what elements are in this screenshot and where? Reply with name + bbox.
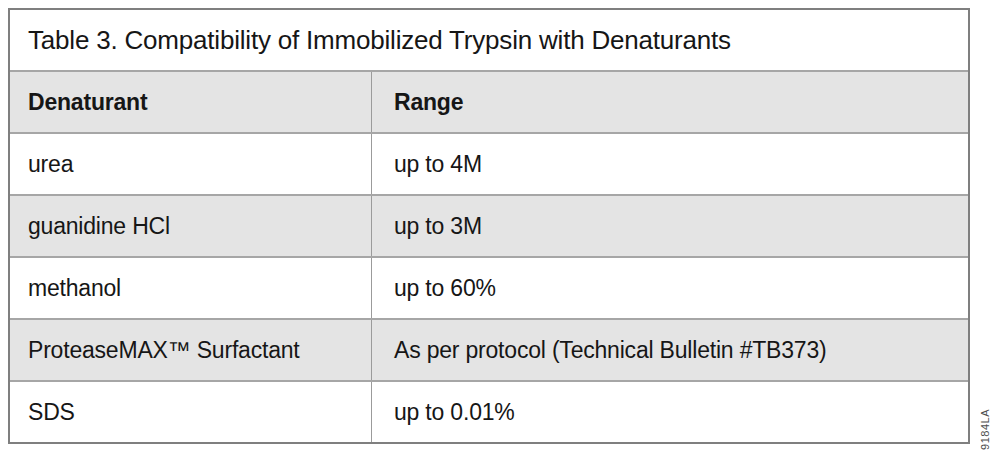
table-row-sds: SDS up to 0.01% xyxy=(10,380,968,442)
table-row-proteasemax-surfactant: ProteaseMAX™ Surfactant As per protocol … xyxy=(10,318,968,380)
column-header-denaturant: Denaturant xyxy=(10,72,372,132)
denaturant-cell: SDS xyxy=(10,382,372,442)
table-header-row: Denaturant Range xyxy=(10,70,968,132)
denaturant-cell: ProteaseMAX™ Surfactant xyxy=(10,320,372,380)
table-title: Table 3. Compatibility of Immobilized Tr… xyxy=(10,10,968,70)
denaturant-cell: methanol xyxy=(10,258,372,318)
range-cell: As per protocol (Technical Bulletin #TB3… xyxy=(372,320,968,380)
denaturant-cell: guanidine HCl xyxy=(10,196,372,256)
range-cell: up to 4M xyxy=(372,134,968,194)
range-cell: up to 0.01% xyxy=(372,382,968,442)
table-row-urea: urea up to 4M xyxy=(10,132,968,194)
denaturant-cell: urea xyxy=(10,134,372,194)
column-header-range: Range xyxy=(372,72,968,132)
range-cell: up to 3M xyxy=(372,196,968,256)
figure-number: 9184LA xyxy=(979,409,991,450)
range-cell: up to 60% xyxy=(372,258,968,318)
document-page: Table 3. Compatibility of Immobilized Tr… xyxy=(0,0,992,454)
compatibility-table: Table 3. Compatibility of Immobilized Tr… xyxy=(8,8,970,444)
table-row-methanol: methanol up to 60% xyxy=(10,256,968,318)
table-row-guanidine-hcl: guanidine HCl up to 3M xyxy=(10,194,968,256)
